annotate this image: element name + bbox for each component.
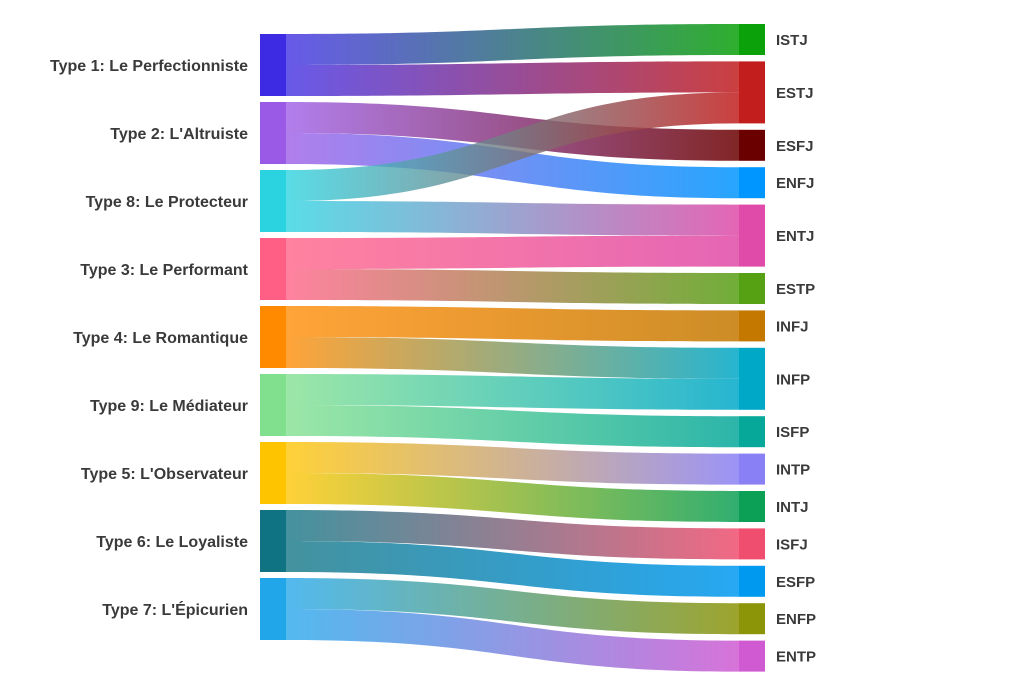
link-t5-intp [286,442,739,485]
target-label-esfj: ESFJ [776,138,814,155]
source-label-t8: Type 8: Le Protecteur [86,194,248,211]
target-node-enfp [739,603,765,635]
source-node-t2 [260,102,286,164]
target-label-enfj: ENFJ [776,175,814,192]
link-t2-enfj [286,133,739,199]
link-t9-isfp [286,405,739,448]
sankey-links [286,24,739,672]
link-t5-intj [286,473,739,522]
target-node-entp [739,640,765,672]
source-label-t7: Type 7: L'Épicurien [102,600,248,619]
target-label-intp: INTP [776,462,810,479]
source-node-t1 [260,34,286,96]
source-node-t9 [260,374,286,436]
link-t7-entp [286,609,739,672]
target-label-estj: ESTJ [776,85,814,102]
target-nodes [739,24,765,672]
target-node-estj [739,61,765,124]
source-node-t8 [260,170,286,232]
source-label-t6: Type 6: Le Loyaliste [96,534,248,551]
link-t9-infp [286,374,739,410]
link-t3-entj [286,235,739,269]
target-node-intp [739,453,765,485]
target-node-infj [739,310,765,342]
target-node-isfp [739,416,765,448]
target-labels: ISTJ ESTJ ESFJ ENFJ ENTJ ESTP INFJ INFP ISFP INTP… [776,32,816,666]
target-label-isfj: ISFJ [776,536,808,553]
source-label-t3: Type 3: Le Performant [80,262,248,279]
target-node-intj [739,491,765,522]
target-label-entp: ENTP [776,649,816,666]
source-node-t4 [260,306,286,368]
target-label-istj: ISTJ [776,32,808,49]
link-t6-esfp [286,541,739,597]
target-node-enfj [739,167,765,199]
link-t4-infj [286,306,739,342]
source-node-t5 [260,442,286,504]
source-label-t5: Type 5: L'Observateur [81,466,248,483]
link-t6-isfj [286,510,739,560]
target-node-estp [739,273,765,304]
target-label-intj: INTJ [776,499,809,516]
target-node-infp [739,347,765,410]
link-t3-estp [286,269,739,304]
target-node-esfp [739,565,765,597]
target-label-infp: INFP [776,371,810,388]
target-node-istj [739,24,765,55]
source-node-t3 [260,238,286,300]
target-label-enfp: ENFP [776,611,816,628]
target-label-esfp: ESFP [776,574,815,591]
target-label-infj: INFJ [776,318,809,335]
source-node-t7 [260,578,286,640]
source-label-t9: Type 9: Le Médiateur [90,398,248,415]
source-node-t6 [260,510,286,572]
target-node-esfj [739,129,765,161]
target-label-isfp: ISFP [776,424,809,441]
source-labels: Type 1: Le Perfectionniste Type 2: L'Altr… [50,58,249,619]
target-label-entj: ENTJ [776,228,814,245]
target-label-estp: ESTP [776,281,815,298]
source-label-t4: Type 4: Le Romantique [73,330,248,347]
link-t4-infp [286,337,739,379]
source-nodes [260,34,286,640]
link-t8-estj [286,92,739,201]
source-label-t1: Type 1: Le Perfectionniste [50,58,248,75]
link-t7-enfp [286,578,739,635]
target-node-entj [739,204,765,267]
source-label-t2: Type 2: L'Altruiste [110,126,248,143]
link-t1-istj [286,24,739,65]
link-t1-estj [286,61,739,96]
target-node-isfj [739,528,765,560]
link-t8-entj [286,201,739,236]
